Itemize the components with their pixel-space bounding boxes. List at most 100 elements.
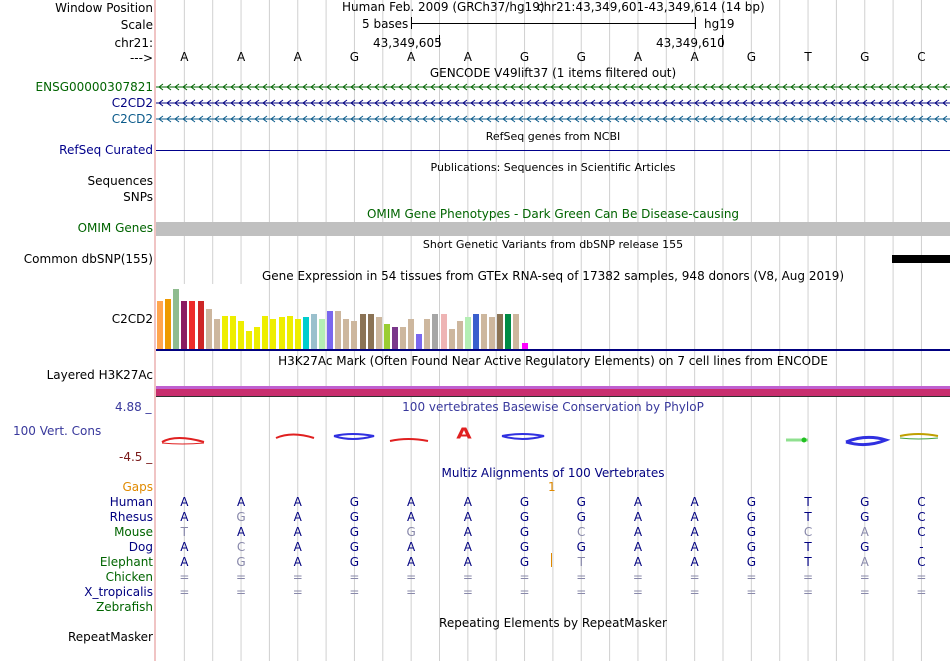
gtex-tissue-bar[interactable] [246, 331, 253, 349]
gtex-tissue-bar[interactable] [367, 314, 374, 349]
species-label-chicken[interactable]: Chicken [105, 570, 153, 584]
aligned-base: - [919, 540, 924, 554]
gtex-tissue-bar[interactable] [205, 309, 212, 349]
gtex-tissue-bar[interactable] [286, 316, 293, 349]
h3k27ac-baseline [156, 396, 950, 397]
pubs-label-sequences[interactable]: Sequences [87, 174, 153, 188]
species-label-zebrafish[interactable]: Zebrafish [96, 600, 153, 614]
gtex-tissue-bar[interactable] [343, 319, 350, 349]
gtex-tissue-bar[interactable] [238, 321, 244, 349]
gtex-tissue-bar[interactable] [489, 317, 496, 349]
pubs-track-title[interactable]: Publications: Sequences in Scientific Ar… [430, 161, 676, 174]
gtex-tissue-bar[interactable] [213, 319, 220, 349]
gtex-tissue-bar[interactable] [424, 319, 431, 349]
gtex-tissue-bar[interactable] [229, 316, 236, 349]
position-text[interactable]: chr21:43,349,601-43,349,614 (14 bp) [537, 0, 765, 14]
base-letter: A [633, 50, 643, 64]
h3k27ac-track-title[interactable]: H3K27Ac Mark (Often Found Near Active Re… [278, 354, 828, 368]
coord-left: 43,349,605 [373, 36, 442, 50]
dbsnp-variant-bar[interactable] [892, 255, 950, 263]
omim-track-title[interactable]: OMIM Gene Phenotypes - Dark Green Can Be… [366, 207, 740, 221]
species-label-elephant[interactable]: Elephant [99, 555, 153, 569]
gtex-tissue-bar[interactable] [513, 314, 520, 349]
cons-logo[interactable]: A [156, 420, 950, 452]
base-letter: A [236, 50, 246, 64]
gtex-tissue-bar[interactable] [505, 314, 512, 349]
species-label-human[interactable]: Human [109, 495, 153, 509]
gtex-tissue-bar[interactable] [440, 314, 447, 349]
gtex-tissue-bar[interactable] [302, 317, 309, 349]
gtex-tissue-bar[interactable] [472, 314, 479, 349]
gtex-tissue-bar[interactable] [375, 317, 382, 349]
gencode-gene-label-2[interactable]: C2CD2 [111, 96, 153, 110]
gtex-tissue-bar[interactable] [359, 314, 366, 349]
gtex-tissue-bar[interactable] [432, 314, 439, 349]
gtex-tissue-bar[interactable] [327, 311, 334, 349]
gtex-tissue-bar[interactable] [335, 311, 342, 349]
gtex-tissue-bar[interactable] [270, 319, 277, 349]
gtex-tissue-bar[interactable] [521, 343, 528, 349]
base-letter: T [804, 50, 812, 64]
cons-track-title[interactable]: 100 vertebrates Basewise Conservation by… [402, 400, 704, 414]
multiz-track-title[interactable]: Multiz Alignments of 100 Vertebrates [441, 466, 665, 480]
gtex-tissue-bar[interactable] [351, 321, 358, 349]
species-label-dog[interactable]: Dog [128, 540, 153, 554]
aligned-base: G [349, 525, 360, 539]
gtex-tissue-bar[interactable] [157, 301, 163, 349]
cons-min-label: -4.5 _ [119, 450, 153, 464]
gtex-tissue-bar[interactable] [497, 314, 504, 349]
gencode-gene-label-3[interactable]: C2CD2 [111, 112, 153, 126]
species-label-mouse[interactable]: Mouse [114, 525, 153, 539]
dbsnp-track-title[interactable]: Short Genetic Variants from dbSNP releas… [422, 238, 684, 251]
gtex-tissue-bar[interactable] [319, 319, 325, 349]
gtex-tissue-bar[interactable] [165, 299, 172, 349]
gencode-gene-models[interactable] [156, 80, 950, 126]
gtex-tissue-bar[interactable] [173, 289, 180, 349]
gtex-tissue-bar[interactable] [383, 324, 390, 349]
pubs-label-snps[interactable]: SNPs [123, 190, 153, 204]
refseq-label[interactable]: RefSeq Curated [59, 143, 153, 157]
species-label-x_tropicalis[interactable]: X_tropicalis [84, 585, 153, 599]
gtex-tissue-bar[interactable] [456, 321, 463, 349]
refseq-gene-line[interactable] [156, 150, 950, 151]
gtex-tissue-bar[interactable] [254, 327, 261, 349]
gtex-tissue-bar[interactable] [416, 334, 423, 349]
gtex-tissue-bar[interactable] [310, 314, 317, 349]
h3k27ac-signal-bar[interactable] [156, 386, 950, 397]
gtex-tissue-bar[interactable] [400, 327, 406, 349]
gtex-tissue-bar[interactable] [294, 319, 301, 349]
aligned-base: A [180, 555, 189, 569]
aligned-base: A [180, 540, 189, 554]
gtex-tissue-bar[interactable] [481, 314, 487, 349]
gtex-tissue-bar[interactable] [197, 301, 204, 349]
omim-label[interactable]: OMIM Genes [77, 221, 153, 235]
gencode-gene-label-1[interactable]: ENSG00000307821 [35, 80, 153, 94]
gtex-tissue-bar[interactable] [262, 316, 269, 349]
repeat-label[interactable]: RepeatMasker [67, 630, 153, 644]
aligned-base: G [860, 540, 870, 554]
gtex-tissue-bar[interactable] [448, 329, 455, 349]
gtex-tissue-bar[interactable] [278, 317, 285, 349]
coord-right-tick [722, 35, 723, 47]
gtex-tissue-bar[interactable] [391, 327, 398, 349]
gtex-tissue-bar[interactable] [408, 319, 415, 349]
aligned-base: A [860, 555, 869, 569]
base-letter: G [746, 50, 756, 64]
gtex-tissue-bar[interactable] [221, 316, 228, 349]
species-label-rhesus[interactable]: Rhesus [109, 510, 153, 524]
aligned-base: G [519, 540, 530, 554]
gtex-track-title[interactable]: Gene Expression in 54 tissues from GTEx … [261, 269, 845, 283]
omim-phenotype-bar[interactable] [156, 222, 950, 236]
gtex-label[interactable]: C2CD2 [111, 312, 153, 326]
gtex-tissue-bar[interactable] [464, 317, 471, 349]
gtex-tissue-bar[interactable] [189, 301, 196, 349]
gtex-tissue-bar[interactable] [181, 301, 188, 349]
cons-label[interactable]: 100 Vert. Cons [13, 424, 102, 438]
gencode-track-title[interactable]: GENCODE V49lift37 (1 items filtered out) [429, 66, 677, 80]
refseq-track-title[interactable]: RefSeq genes from NCBI [485, 130, 621, 143]
h3k27ac-label[interactable]: Layered H3K27Ac [46, 368, 153, 382]
repeat-track-title[interactable]: Repeating Elements by RepeatMasker [439, 616, 667, 630]
aligned-base: G [746, 540, 756, 554]
aligned-base: A [180, 510, 189, 524]
dbsnp-label[interactable]: Common dbSNP(155) [23, 252, 153, 266]
